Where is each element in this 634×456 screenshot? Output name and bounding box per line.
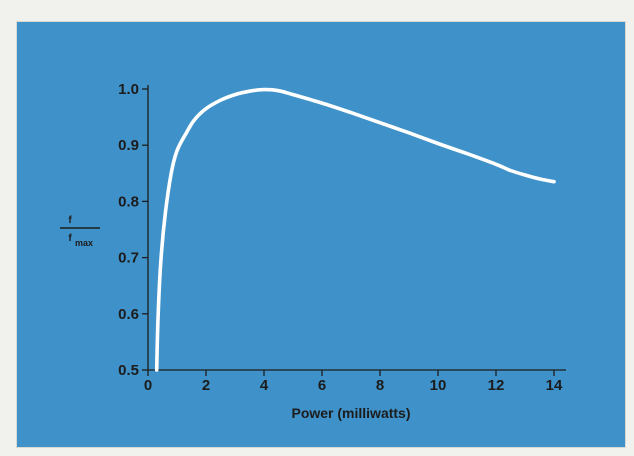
- series-line: [154, 87, 556, 372]
- x-tick-label: 4: [260, 377, 269, 394]
- x-tick-label: 10: [430, 377, 447, 394]
- y-tick-label: 0.5: [118, 362, 139, 379]
- x-tick-label: 6: [318, 377, 326, 394]
- x-ticks: 0 2 4 6 8 10 12 14: [144, 370, 563, 394]
- y-tick-label: 0.7: [118, 250, 139, 267]
- y-ticks: 0.5 0.6 0.7 0.8 0.9 1.0: [118, 81, 148, 379]
- y-label-numerator: f: [68, 215, 72, 226]
- x-tick-label: 8: [376, 377, 384, 394]
- chart-panel: [16, 21, 626, 448]
- x-axis-label: Power (milliwatts): [291, 405, 410, 421]
- y-tick-label: 0.8: [118, 193, 139, 210]
- axes: [147, 85, 566, 371]
- x-tick-label: 0: [144, 377, 152, 394]
- y-label-subscript: max: [75, 238, 93, 248]
- x-tick-label: 14: [546, 377, 563, 394]
- y-tick-label: 1.0: [118, 81, 139, 98]
- y-label-denominator: f: [68, 233, 72, 244]
- y-axis-label: f f max: [60, 215, 100, 248]
- x-tick-label: 12: [488, 377, 505, 394]
- x-tick-label: 2: [202, 377, 210, 394]
- y-tick-label: 0.9: [118, 137, 139, 154]
- y-tick-label: 0.6: [118, 306, 139, 323]
